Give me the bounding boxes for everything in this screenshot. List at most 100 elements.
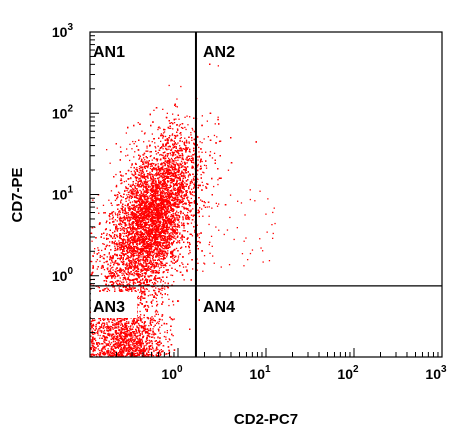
event-dot	[113, 336, 115, 338]
event-dot	[190, 192, 192, 194]
event-dot	[175, 118, 177, 120]
event-dot	[107, 263, 109, 265]
event-dot	[135, 262, 137, 264]
event-dot	[145, 344, 147, 347]
event-dot	[174, 231, 177, 233]
event-dot	[135, 328, 137, 330]
event-dot	[147, 196, 149, 199]
event-dot	[136, 347, 138, 350]
event-dot	[156, 225, 158, 228]
event-dot	[95, 261, 97, 263]
event-dot	[165, 197, 168, 199]
event-dot	[177, 142, 179, 144]
event-dot	[108, 327, 110, 329]
event-dot	[171, 217, 173, 220]
event-dot	[107, 238, 109, 240]
event-dot	[146, 199, 148, 201]
event-dot	[149, 167, 152, 170]
event-dot	[159, 127, 161, 129]
event-dot	[119, 277, 121, 279]
event-dot	[131, 347, 133, 349]
event-dot	[151, 319, 153, 321]
event-dot	[158, 173, 161, 176]
event-dot	[168, 127, 170, 129]
event-dot	[190, 180, 193, 182]
event-dot	[132, 342, 134, 344]
event-dot	[181, 237, 183, 239]
event-dot	[168, 298, 170, 300]
event-dot	[129, 210, 131, 212]
event-dot	[118, 275, 120, 277]
event-dot	[164, 205, 166, 207]
event-dot	[154, 203, 156, 205]
event-dot	[152, 269, 154, 271]
event-dot	[216, 136, 218, 138]
event-dot	[171, 216, 173, 218]
event-dot	[108, 321, 110, 323]
event-dot	[149, 348, 152, 350]
event-dot	[185, 148, 187, 150]
event-dot	[168, 352, 170, 355]
event-dot	[169, 228, 172, 230]
event-dot	[134, 350, 136, 352]
event-dot	[164, 158, 166, 160]
event-dot	[134, 188, 136, 190]
event-dot	[137, 180, 139, 183]
event-dot	[114, 270, 116, 272]
event-dot	[165, 205, 167, 207]
event-dot	[124, 204, 126, 206]
event-dot	[151, 340, 153, 343]
event-dot	[123, 338, 125, 340]
event-dot	[138, 172, 140, 174]
event-dot	[179, 164, 181, 166]
event-dot	[160, 207, 162, 209]
event-dot	[134, 228, 136, 230]
event-dot	[156, 254, 158, 256]
event-dot	[136, 200, 138, 202]
event-dot	[166, 256, 168, 258]
event-dot	[151, 230, 154, 232]
event-dot	[123, 218, 126, 220]
event-dot	[158, 209, 160, 211]
event-dot	[114, 212, 116, 214]
event-dot	[132, 286, 134, 288]
event-dot	[136, 278, 139, 280]
event-dot	[105, 234, 108, 236]
event-dot	[123, 232, 126, 235]
event-dot	[112, 352, 114, 354]
event-dot	[163, 131, 166, 133]
event-dot	[143, 250, 145, 252]
event-dot	[153, 216, 155, 218]
event-dot	[156, 172, 158, 174]
event-dot	[111, 352, 114, 354]
event-dot	[133, 347, 135, 349]
event-dot	[134, 334, 136, 336]
event-dot	[148, 290, 150, 292]
event-dot	[118, 210, 120, 212]
event-dot	[122, 332, 124, 334]
event-dot	[90, 260, 92, 263]
event-dot	[125, 228, 127, 230]
event-dot	[134, 262, 136, 264]
event-dot	[113, 286, 115, 288]
event-dot	[149, 281, 151, 283]
event-dot	[143, 325, 146, 327]
event-dot	[123, 335, 126, 337]
event-dot	[156, 303, 159, 305]
event-dot	[171, 232, 173, 234]
event-dot	[108, 340, 110, 342]
event-dot	[110, 213, 112, 215]
event-dot	[172, 236, 175, 238]
event-dot	[94, 248, 96, 250]
event-dot	[169, 195, 172, 197]
event-dot	[188, 204, 190, 206]
event-dot	[161, 230, 163, 233]
event-dot	[145, 230, 147, 232]
event-dot	[143, 256, 145, 258]
event-dot	[139, 249, 142, 251]
event-dot	[141, 352, 143, 355]
event-dot	[156, 186, 159, 188]
event-dot	[183, 143, 185, 145]
event-dot	[99, 337, 101, 339]
event-dot	[136, 296, 138, 299]
